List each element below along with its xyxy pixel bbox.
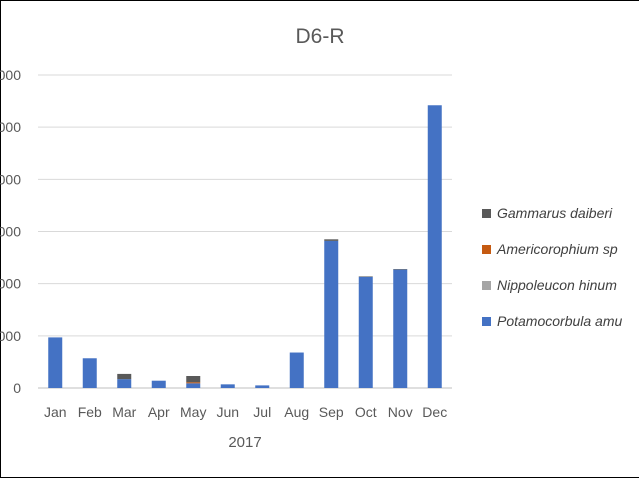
y-tick-label: 000 — [0, 171, 21, 187]
x-axis-label: 2017 — [228, 434, 261, 451]
x-tick-label: Sep — [319, 404, 344, 420]
legend-swatch — [482, 317, 491, 326]
bar-segment — [220, 384, 235, 388]
bar-segment — [393, 269, 408, 270]
y-tick-label: 000 — [0, 276, 21, 292]
x-tick-label: Jul — [253, 404, 271, 420]
x-tick-label: Jun — [216, 404, 239, 420]
legend: Gammarus daiberi Americorophium sp Nippole… — [482, 205, 623, 329]
bar-segment — [427, 105, 442, 389]
x-tick-label: Apr — [148, 404, 170, 420]
y-tick-label: 0 — [13, 380, 21, 396]
y-tick-label: 000 — [0, 328, 21, 344]
x-tick-label: Oct — [355, 404, 377, 420]
bar-segment — [186, 382, 201, 384]
bar-segment — [358, 276, 373, 388]
bar-segment — [186, 383, 201, 388]
legend-swatch — [482, 281, 491, 290]
bar-segment — [289, 352, 304, 388]
legend-label: Gammarus daiberi — [497, 205, 613, 221]
x-tick-label: Nov — [388, 404, 413, 420]
y-tick-label: 000 — [0, 119, 21, 135]
bar-segment — [48, 337, 63, 388]
x-tick-label: Feb — [78, 404, 102, 420]
bar-segment — [393, 269, 408, 388]
chart-title: D6-R — [295, 25, 344, 48]
bar-segment — [117, 373, 132, 380]
x-tick-label: May — [180, 404, 206, 420]
x-tick-label: Jan — [44, 404, 67, 420]
legend-swatch — [482, 209, 491, 218]
x-axis-ticks: Jan Feb Mar Apr May Jun Jul Aug Sep Oct Nov Dec — [44, 404, 447, 420]
x-tick-label: Mar — [112, 404, 136, 420]
bar-segment — [151, 380, 166, 388]
bar-segment — [324, 239, 339, 241]
gridlines — [38, 74, 452, 389]
legend-label: Potamocorbula amu — [497, 313, 623, 329]
y-tick-label: 000 — [0, 224, 21, 240]
bar-segment — [255, 385, 270, 388]
legend-swatch — [482, 245, 491, 254]
legend-label: Americorophium sp — [496, 241, 618, 257]
bar-segment — [82, 358, 97, 388]
bar-segment — [186, 376, 201, 383]
legend-label: Nippoleucon hinum — [497, 277, 617, 293]
y-tick-label: 000 — [0, 67, 21, 83]
x-tick-label: Dec — [422, 404, 447, 420]
bars — [48, 105, 442, 389]
x-tick-label: Aug — [284, 404, 309, 420]
bar-segment — [117, 379, 132, 388]
bar-segment — [324, 240, 339, 388]
bar-segment — [358, 276, 373, 277]
